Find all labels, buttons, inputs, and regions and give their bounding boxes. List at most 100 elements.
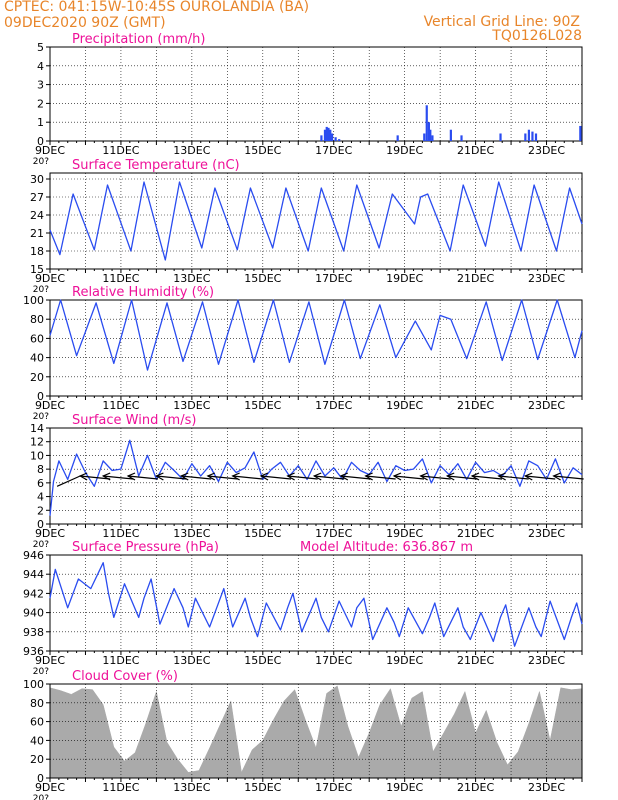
x-year-stub: 20? <box>33 667 49 677</box>
y-tick-label: 60 <box>30 716 44 729</box>
precip-bar <box>579 125 582 141</box>
wind-vector <box>420 475 451 480</box>
y-tick-label: 6 <box>37 477 44 490</box>
x-tick-label: 11DEC <box>102 272 139 285</box>
wind-vector-head <box>259 472 269 481</box>
x-tick-label: 11DEC <box>102 781 139 794</box>
x-tick-label: 19DEC <box>386 144 423 157</box>
precip-bar <box>449 129 452 141</box>
precip-bar <box>524 133 527 141</box>
x-tick-label: 15DEC <box>244 272 281 285</box>
y-tick-label: 20 <box>30 371 44 384</box>
x-tick-label: 19DEC <box>386 272 423 285</box>
panel-title: Cloud Cover (%) <box>72 669 178 684</box>
wind-vector-head <box>231 472 240 481</box>
y-tick-label: 0 <box>37 772 44 785</box>
wind-vector-head <box>364 472 373 481</box>
precip-bar <box>534 133 538 141</box>
x-tick-label: 19DEC <box>386 781 423 794</box>
wind-vector <box>553 475 584 480</box>
panel-pressure: 936 938 940 942 944 946 9DEC 11DEC 13DEC 15DEC 17D… <box>23 540 583 677</box>
y-tick-label: 60 <box>30 332 44 345</box>
wind-vector <box>314 475 345 480</box>
y-tick-label: 2 <box>37 504 44 517</box>
wind-vector-head <box>552 472 561 481</box>
x-tick-label: 13DEC <box>173 781 210 794</box>
panel-precip: 0 1 2 3 4 5 9DEC 11DEC 13DEC 15DEC 17DEC 19DEC 21DEC… <box>33 32 583 167</box>
precip-bar <box>431 135 434 141</box>
wind-vector <box>525 475 556 480</box>
wind-vector <box>393 475 425 480</box>
y-tick-label: 30 <box>30 173 44 186</box>
x-tick-label: 15DEC <box>244 144 281 157</box>
y-tick-label: 0 <box>37 390 44 403</box>
wind-vector <box>340 475 371 480</box>
wind-vector-head <box>445 472 455 481</box>
x-tick-label: 9DEC <box>35 527 65 540</box>
x-tick-label: 17DEC <box>315 272 352 285</box>
x-tick-label: 17DEC <box>315 527 352 540</box>
plot-frame <box>49 46 583 142</box>
y-tick-label: 100 <box>23 294 44 307</box>
x-year-stub: 20? <box>33 157 49 167</box>
wind-vector-head <box>497 472 506 481</box>
x-tick-label: 17DEC <box>315 654 352 667</box>
y-tick-label: 24 <box>30 209 44 222</box>
x-tick-label: 13DEC <box>173 527 210 540</box>
x-year-stub: 20? <box>33 794 49 800</box>
x-tick-label: 9DEC <box>35 781 65 794</box>
y-tick-label: 15 <box>30 263 44 276</box>
wind-vector <box>127 475 159 480</box>
y-tick-label: 946 <box>23 549 44 562</box>
wind-vector <box>365 475 396 480</box>
y-tick-label: 3 <box>37 79 44 92</box>
panel-temp: 15 18 21 24 27 30 9DEC 11DEC 13DEC 15DEC 17DEC 19DE… <box>30 158 583 295</box>
wind-vector <box>498 475 529 480</box>
x-tick-label: 23DEC <box>528 144 565 157</box>
x-tick-label: 9DEC <box>35 654 65 667</box>
plot-frame <box>49 172 583 270</box>
y-tick-label: 20 <box>30 753 44 766</box>
y-tick-label: 27 <box>30 191 44 204</box>
x-tick-label: 15DEC <box>244 781 281 794</box>
precip-bar <box>329 129 332 141</box>
x-tick-label: 11DEC <box>102 527 139 540</box>
y-tick-label: 1 <box>37 116 44 129</box>
wind-vector <box>471 475 503 480</box>
x-tick-label: 11DEC <box>102 144 139 157</box>
precip-bar <box>427 122 430 141</box>
wind-vector-head <box>126 472 136 481</box>
precip-bar <box>531 131 534 141</box>
panel-title: Precipitation (mm/h) <box>72 32 205 47</box>
x-tick-label: 21DEC <box>457 654 494 667</box>
x-year-stub: 20? <box>33 285 49 295</box>
wind-vector-head <box>206 472 216 481</box>
x-tick-label: 15DEC <box>244 654 281 667</box>
x-tick-label: 23DEC <box>528 654 565 667</box>
precip-bar <box>396 135 399 141</box>
precip-bar <box>323 129 327 141</box>
y-tick-label: 5 <box>37 41 44 54</box>
y-tick-label: 2 <box>37 97 44 110</box>
header-init-time: 09DEC2020 90Z (GMT) <box>4 15 166 31</box>
precip-bar <box>499 133 502 141</box>
y-tick-label: 12 <box>30 436 44 449</box>
wind-vector <box>232 475 263 480</box>
precip-bar <box>338 139 341 141</box>
y-tick-label: 100 <box>23 678 44 691</box>
panel-title: Relative Humidity (%) <box>72 285 214 300</box>
x-tick-label: 21DEC <box>457 781 494 794</box>
wind-vector <box>181 475 212 480</box>
wind-vector-head <box>523 472 533 481</box>
x-tick-label: 11DEC <box>102 399 139 412</box>
y-tick-label: 40 <box>30 734 44 747</box>
x-tick-label: 19DEC <box>386 399 423 412</box>
x-tick-label: 11DEC <box>102 654 139 667</box>
x-tick-label: 15DEC <box>244 399 281 412</box>
y-tick-label: 80 <box>30 313 44 326</box>
wind-vector <box>103 475 134 480</box>
wind-series-line <box>49 439 583 516</box>
x-tick-label: 17DEC <box>315 399 352 412</box>
precip-bar <box>527 129 530 141</box>
